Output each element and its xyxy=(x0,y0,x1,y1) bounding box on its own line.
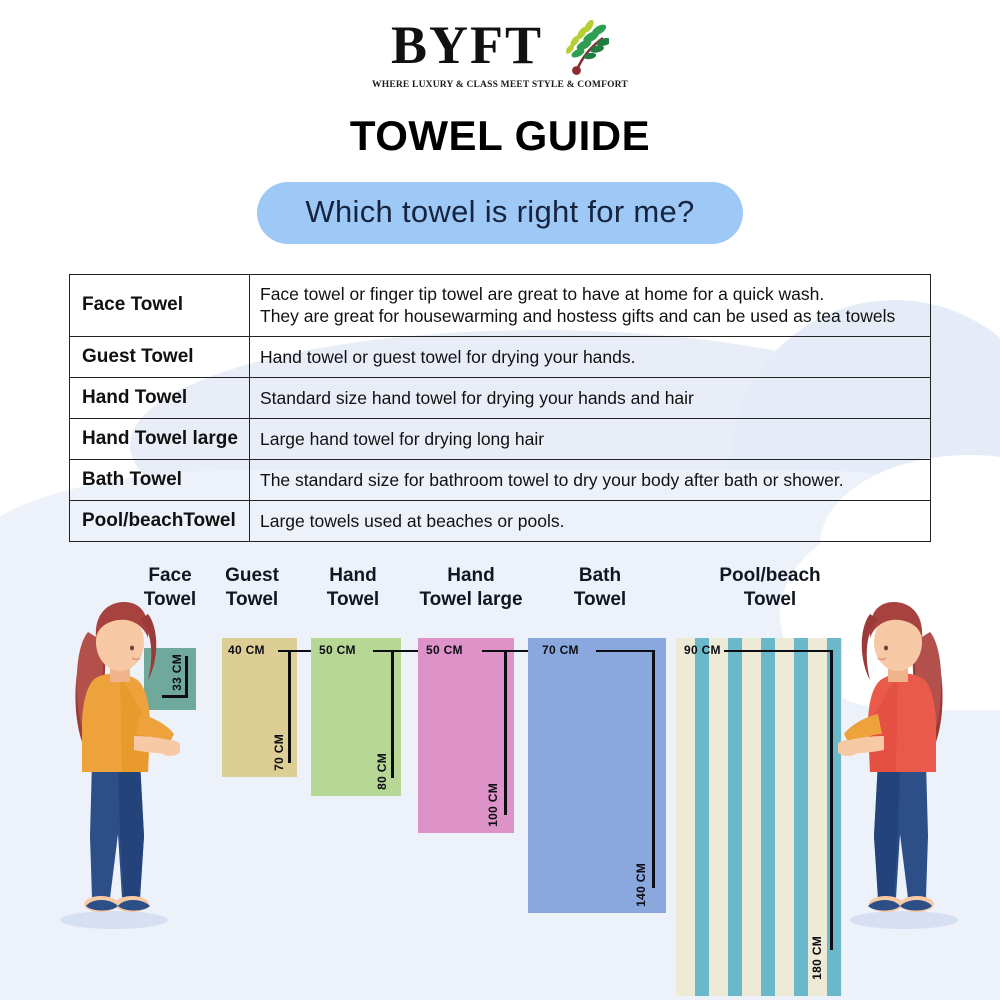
towel-name-cell: Face Towel xyxy=(69,274,250,337)
towel-table: Face Towel Face towel or finger tip towe… xyxy=(69,274,931,542)
towel-pool-beach-towel-width-label: 90 CM xyxy=(684,642,721,657)
towel-guest-towel-width-label: 40 CM xyxy=(228,642,265,657)
header: BYFT xyxy=(0,0,1000,244)
towel-desc-cell: Face towel or finger tip towel are great… xyxy=(249,274,931,337)
towel-bath-towel-height-label: 140 CM xyxy=(634,862,648,907)
towel-pool-beach-towel: 90 CM 180 CM xyxy=(676,637,842,996)
table-row: Guest Towel Hand towel or guest towel fo… xyxy=(69,335,931,378)
towel-guest-towel-height-label: 70 CM xyxy=(272,733,286,771)
towel-bath-towel-width-label: 70 CM xyxy=(542,642,579,657)
table-row: Face Towel Face towel or finger tip towe… xyxy=(69,274,931,337)
brand-tagline: WHERE LUXURY & CLASS MEET STYLE & COMFOR… xyxy=(372,80,628,90)
towel-name-cell: Bath Towel xyxy=(69,458,250,501)
towel-desc-cell: Large towels used at beaches or pools. xyxy=(249,499,931,542)
towel-hand-towel-large-height-label: 100 CM xyxy=(486,782,500,827)
towel-hand-towel-width-label: 50 CM xyxy=(319,642,356,657)
table-row: Hand Towel large Large hand towel for dr… xyxy=(69,417,931,460)
towel-desc-cell: Hand towel or guest towel for drying you… xyxy=(249,335,931,378)
illustration-left-woman xyxy=(60,601,180,929)
brand-logo: BYFT xyxy=(0,18,1000,76)
chart-label-hand-towel: Hand Towel xyxy=(326,564,380,610)
towel-desc-cell: The standard size for bathroom towel to … xyxy=(249,458,931,501)
subtitle-container: Which towel is right for me? xyxy=(0,182,1000,244)
towel-name-cell: Hand Towel xyxy=(69,376,250,419)
towel-desc-cell: Large hand towel for drying long hair xyxy=(249,417,931,460)
towel-table-body: Face Towel Face towel or finger tip towe… xyxy=(69,274,931,542)
towel-bath-towel: 70 CM 140 CM xyxy=(528,637,666,913)
page-title: TOWEL GUIDE xyxy=(349,112,651,159)
table-row: Hand Towel Standard size hand towel for … xyxy=(69,376,931,419)
table-row: Bath Towel The standard size for bathroo… xyxy=(69,458,931,501)
chart-label-pool-towel: Pool/beach Towel xyxy=(719,564,821,610)
table-row: Pool/beachTowel Large towels used at bea… xyxy=(69,499,931,542)
towel-hand-towel-large: 50 CM 100 CM xyxy=(418,637,532,833)
towel-hand-towel: 50 CM 80 CM xyxy=(311,637,419,796)
subtitle-pill: Which towel is right for me? xyxy=(257,182,743,244)
chart-inner: Face Towel Guest Towel Hand Towel Hand T… xyxy=(0,564,1000,996)
towel-size-chart: Face Towel Guest Towel Hand Towel Hand T… xyxy=(0,564,1000,996)
chart-label-guest-towel: Guest Towel xyxy=(225,564,279,610)
towel-desc-cell: Standard size hand towel for drying your… xyxy=(249,376,931,419)
towel-name-cell: Pool/beachTowel xyxy=(69,499,250,542)
chart-label-bath-towel: Bath Towel xyxy=(573,564,627,610)
towel-hand-towel-height-label: 80 CM xyxy=(375,752,389,790)
towel-hand-towel-large-width-label: 50 CM xyxy=(426,642,463,657)
brand-name: BYFT xyxy=(390,15,544,75)
towel-guest-towel: 40 CM 70 CM xyxy=(222,637,312,777)
towel-name-cell: Guest Towel xyxy=(69,335,250,378)
towel-description-table: Face Towel Face towel or finger tip towe… xyxy=(69,274,931,542)
towel-pool-beach-towel-height-label: 180 CM xyxy=(810,935,824,980)
illustration-right-woman xyxy=(838,601,958,929)
wheat-leaf-icon xyxy=(565,20,610,75)
chart-label-hand-towel-large: Hand Towel large xyxy=(419,564,523,610)
towel-name-cell: Hand Towel large xyxy=(69,417,250,460)
